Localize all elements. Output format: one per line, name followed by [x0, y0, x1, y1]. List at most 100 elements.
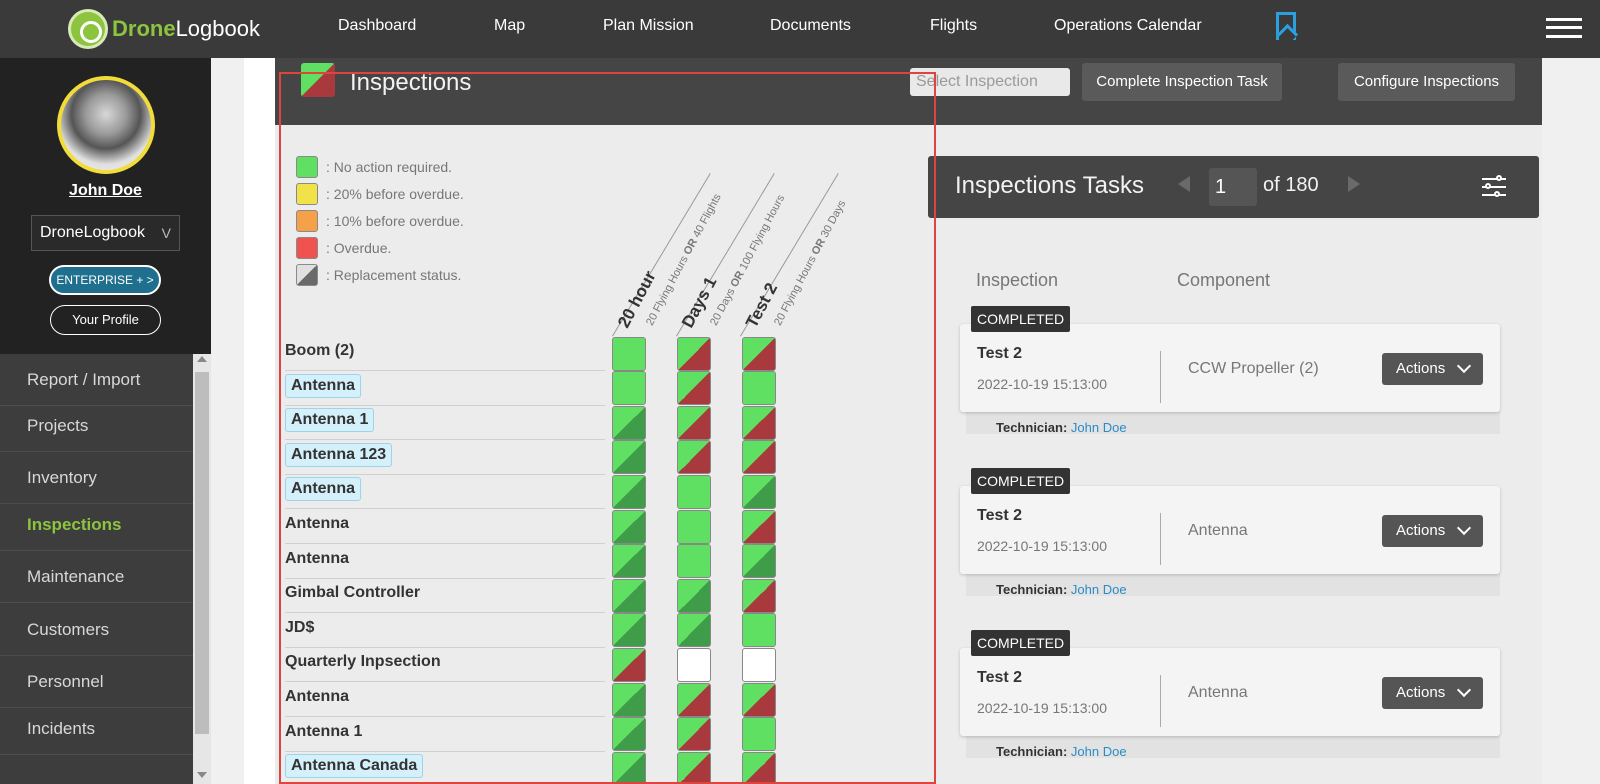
status-cell[interactable] — [612, 474, 646, 509]
hamburger-menu-icon[interactable] — [1546, 18, 1582, 38]
status-cell[interactable] — [677, 647, 711, 682]
table-row: Antenna — [285, 544, 605, 579]
scroll-down-icon[interactable] — [197, 772, 207, 778]
technician-link[interactable]: John Doe — [1070, 582, 1127, 597]
component-name[interactable]: Antenna 1 — [285, 408, 375, 433]
technician-link[interactable]: John Doe — [1070, 744, 1127, 759]
component-name[interactable]: Antenna 123 — [285, 442, 393, 467]
nav-plan-mission[interactable]: Plan Mission — [603, 17, 694, 34]
status-cell[interactable] — [677, 544, 711, 579]
nav-flights[interactable]: Flights — [930, 17, 978, 34]
component-name[interactable]: Antenna — [285, 373, 361, 398]
legend-swatch — [296, 156, 318, 178]
status-cell[interactable] — [742, 405, 776, 440]
component-name: JD$ — [285, 618, 315, 636]
sidebar-item-inspections[interactable]: Inspections — [0, 499, 193, 551]
status-cell[interactable] — [742, 509, 776, 544]
status-cell[interactable] — [742, 647, 776, 682]
status-cell[interactable] — [742, 371, 776, 406]
legend-item: : 10% before overdue. — [296, 210, 464, 232]
status-cell[interactable] — [677, 336, 711, 371]
status-cell[interactable] — [742, 751, 776, 784]
bookmark-icon[interactable] — [1276, 12, 1296, 40]
enterprise-button[interactable]: ENTERPRISE + > — [49, 265, 161, 295]
status-cell[interactable] — [677, 371, 711, 406]
status-cell[interactable] — [612, 717, 646, 752]
actions-label: Actions — [1396, 684, 1446, 701]
sidebar-item-incidents[interactable]: Incidents — [0, 703, 193, 755]
status-cell[interactable] — [677, 751, 711, 784]
status-cell[interactable] — [612, 751, 646, 784]
status-cell[interactable] — [612, 405, 646, 440]
user-name-link[interactable]: John Doe — [69, 182, 142, 199]
component-name: Antenna 1 — [285, 722, 363, 740]
table-row: Antenna 1 — [285, 717, 605, 752]
status-cell[interactable] — [612, 578, 646, 613]
status-cell[interactable] — [612, 336, 646, 371]
status-cell[interactable] — [742, 336, 776, 371]
scroll-up-icon[interactable] — [197, 356, 207, 362]
component-name: Antenna — [285, 688, 349, 705]
avatar[interactable] — [57, 76, 155, 174]
status-cell[interactable] — [677, 405, 711, 440]
nav-map[interactable]: Map — [494, 17, 526, 34]
component-name[interactable]: Antenna Canada — [285, 754, 424, 779]
filter-settings-icon[interactable] — [1482, 175, 1506, 199]
brand-logo[interactable]: DroneLogbook — [68, 8, 260, 50]
scrollbar-thumb[interactable] — [195, 372, 209, 734]
inspections-header — [275, 58, 1542, 125]
pager-prev-icon[interactable] — [1178, 176, 1190, 192]
sidebar-item-personnel[interactable]: Personnel — [0, 656, 193, 708]
company-select[interactable]: DroneLogbook V — [31, 215, 180, 251]
your-profile-button[interactable]: Your Profile — [50, 305, 161, 335]
status-cell[interactable] — [612, 544, 646, 579]
status-cell[interactable] — [677, 509, 711, 544]
status-cell[interactable] — [612, 647, 646, 682]
status-cell[interactable] — [677, 682, 711, 717]
sidebar-item-maintenance[interactable]: Maintenance — [0, 551, 193, 603]
status-cell[interactable] — [742, 717, 776, 752]
page-number-input[interactable]: 1 — [1209, 168, 1257, 206]
chevron-down-icon — [1456, 682, 1472, 698]
status-cell[interactable] — [742, 578, 776, 613]
status-cell[interactable] — [677, 578, 711, 613]
status-cell[interactable] — [677, 440, 711, 475]
technician-link[interactable]: John Doe — [1070, 420, 1127, 435]
nav-operations-calendar[interactable]: Operations Calendar — [1054, 17, 1202, 34]
complete-inspection-task-button[interactable]: Complete Inspection Task — [1082, 63, 1282, 101]
sidebar-item-projects[interactable]: Projects — [0, 400, 193, 452]
pager-next-icon[interactable] — [1348, 176, 1360, 192]
sidebar-item-report-import[interactable]: Report / Import — [0, 354, 193, 406]
sidebar-scrollbar[interactable] — [193, 354, 211, 784]
configure-inspections-button[interactable]: Configure Inspections — [1338, 63, 1515, 101]
status-cell[interactable] — [742, 474, 776, 509]
select-inspection-input[interactable]: Select Inspection — [910, 68, 1070, 96]
status-cell[interactable] — [612, 613, 646, 648]
nav-documents[interactable]: Documents — [770, 17, 851, 34]
status-cell[interactable] — [677, 474, 711, 509]
status-cell[interactable] — [612, 371, 646, 406]
status-cell[interactable] — [612, 682, 646, 717]
status-cell[interactable] — [612, 440, 646, 475]
status-cell[interactable] — [612, 509, 646, 544]
legend-label: : No action required. — [326, 159, 453, 175]
sidebar-item-customers[interactable]: Customers — [0, 604, 193, 656]
status-cell[interactable] — [742, 682, 776, 717]
nav-dashboard[interactable]: Dashboard — [338, 17, 417, 34]
chevron-down-icon: V — [161, 225, 171, 241]
table-row: Antenna — [285, 682, 605, 717]
task-component: Antenna — [1188, 522, 1248, 539]
actions-button[interactable]: Actions — [1382, 353, 1483, 385]
status-cell[interactable] — [677, 717, 711, 752]
actions-button[interactable]: Actions — [1382, 677, 1483, 709]
status-cell[interactable] — [742, 613, 776, 648]
component-name[interactable]: Antenna — [285, 477, 361, 502]
status-cell[interactable] — [677, 613, 711, 648]
status-cell[interactable] — [742, 440, 776, 475]
component-name: Antenna — [285, 515, 349, 532]
inspection-status-icon — [301, 63, 335, 97]
sidebar-item-inventory[interactable]: Inventory — [0, 452, 193, 504]
actions-button[interactable]: Actions — [1382, 515, 1483, 547]
status-cell[interactable] — [742, 544, 776, 579]
company-select-value: DroneLogbook — [40, 224, 145, 241]
